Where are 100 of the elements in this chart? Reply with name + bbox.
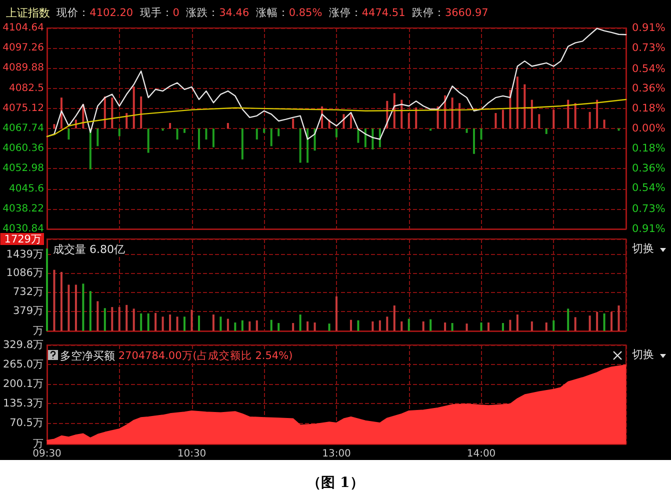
y-tick-label: 1729万 (4, 234, 42, 246)
bar (278, 323, 280, 331)
y-tick-label: 732万 (12, 286, 44, 298)
y2-tick-label: 0.54% (632, 62, 666, 75)
bar (393, 93, 396, 128)
bar (466, 128, 468, 133)
bar (538, 114, 540, 128)
y2-tick-label: 0.36% (632, 162, 666, 174)
bar (226, 122, 229, 128)
y-tick-label: 4104.64 (2, 22, 44, 34)
text: 现手：0 (140, 6, 180, 19)
bar (509, 90, 512, 128)
y-tick-label: 4089.88 (2, 62, 44, 74)
bar (89, 128, 92, 170)
text: 切换 (632, 242, 654, 255)
bar (596, 312, 598, 331)
bar (132, 308, 135, 331)
bar (574, 317, 576, 331)
x-tick-label: 09:30 (32, 448, 62, 460)
line-series (46, 28, 627, 140)
bar (292, 323, 294, 331)
chart-title: 上证指数 (6, 6, 50, 20)
bar (430, 319, 432, 331)
bar (263, 128, 266, 133)
bar (567, 308, 570, 331)
bar (314, 322, 316, 331)
x-tick-label: 10:30 (177, 448, 206, 460)
y-tick-label: 4097.26 (2, 42, 44, 54)
bar (480, 322, 482, 331)
bar (502, 110, 504, 128)
chart-title: 成交量 6.80亿 (53, 243, 125, 256)
bar (46, 248, 48, 331)
bar (270, 320, 272, 331)
bar (618, 305, 620, 331)
text: 涨停：4474.51 (328, 7, 406, 19)
bar (147, 313, 150, 331)
bar (74, 284, 77, 331)
y-tick-label: 4082.5 (9, 82, 44, 94)
bar (328, 324, 330, 331)
bar (530, 100, 533, 128)
bar (408, 318, 410, 331)
bar (126, 304, 128, 331)
bar (176, 128, 178, 140)
y2-tick-label: 0.36% (632, 82, 666, 95)
x-tick-label: 14:00 (466, 448, 496, 460)
bar (422, 321, 424, 331)
bar (357, 320, 360, 331)
y-tick-label: 379万 (12, 304, 44, 317)
y-tick-label: 4075.12 (2, 102, 44, 114)
y-tick-label: 万 (33, 325, 44, 337)
y-tick-label: 万 (33, 438, 44, 450)
bar (350, 320, 352, 331)
bar (118, 307, 120, 331)
bar (241, 320, 244, 331)
y-tick-label: 4060.36 (2, 143, 44, 154)
y2-tick-label: 0.73% (632, 42, 666, 54)
bar (270, 128, 272, 146)
bar (451, 323, 454, 331)
y-tick-label: 329.8万 (2, 339, 44, 351)
y-tick-label: 70.5万 (10, 416, 44, 429)
bar (502, 323, 504, 331)
bar (350, 114, 352, 128)
bar (588, 112, 591, 128)
bar (60, 272, 62, 331)
bar (415, 108, 418, 128)
bar (524, 84, 526, 128)
bar (132, 86, 135, 128)
line-series (46, 98, 627, 138)
y-tick-label: 1086万 (6, 267, 44, 280)
y-tick-label: 4038.22 (2, 203, 44, 214)
bar (408, 113, 410, 128)
bar (603, 313, 606, 331)
bar (111, 307, 114, 331)
bar (494, 113, 497, 128)
bar (104, 308, 106, 331)
bar (552, 110, 555, 128)
bar (444, 322, 446, 331)
bar (357, 128, 360, 143)
bar (516, 76, 518, 128)
bar (53, 270, 56, 331)
bar (278, 128, 280, 136)
bar (126, 113, 128, 128)
bar (234, 322, 236, 331)
chart-title: 多空净买额 (60, 350, 115, 362)
bar (487, 322, 490, 331)
bar (184, 316, 186, 331)
bar (96, 128, 99, 146)
bar (205, 128, 208, 140)
bar (89, 291, 92, 331)
bar (169, 122, 172, 128)
bar (241, 128, 244, 160)
bar (176, 316, 178, 331)
bar (104, 96, 106, 128)
bar (458, 103, 461, 128)
x-tick-label: 13:00 (322, 448, 351, 460)
bar (299, 128, 302, 163)
text: 切换 (632, 348, 654, 361)
bar (292, 118, 294, 128)
bar (400, 100, 403, 128)
y2-tick-label: 0.54% (632, 182, 666, 194)
